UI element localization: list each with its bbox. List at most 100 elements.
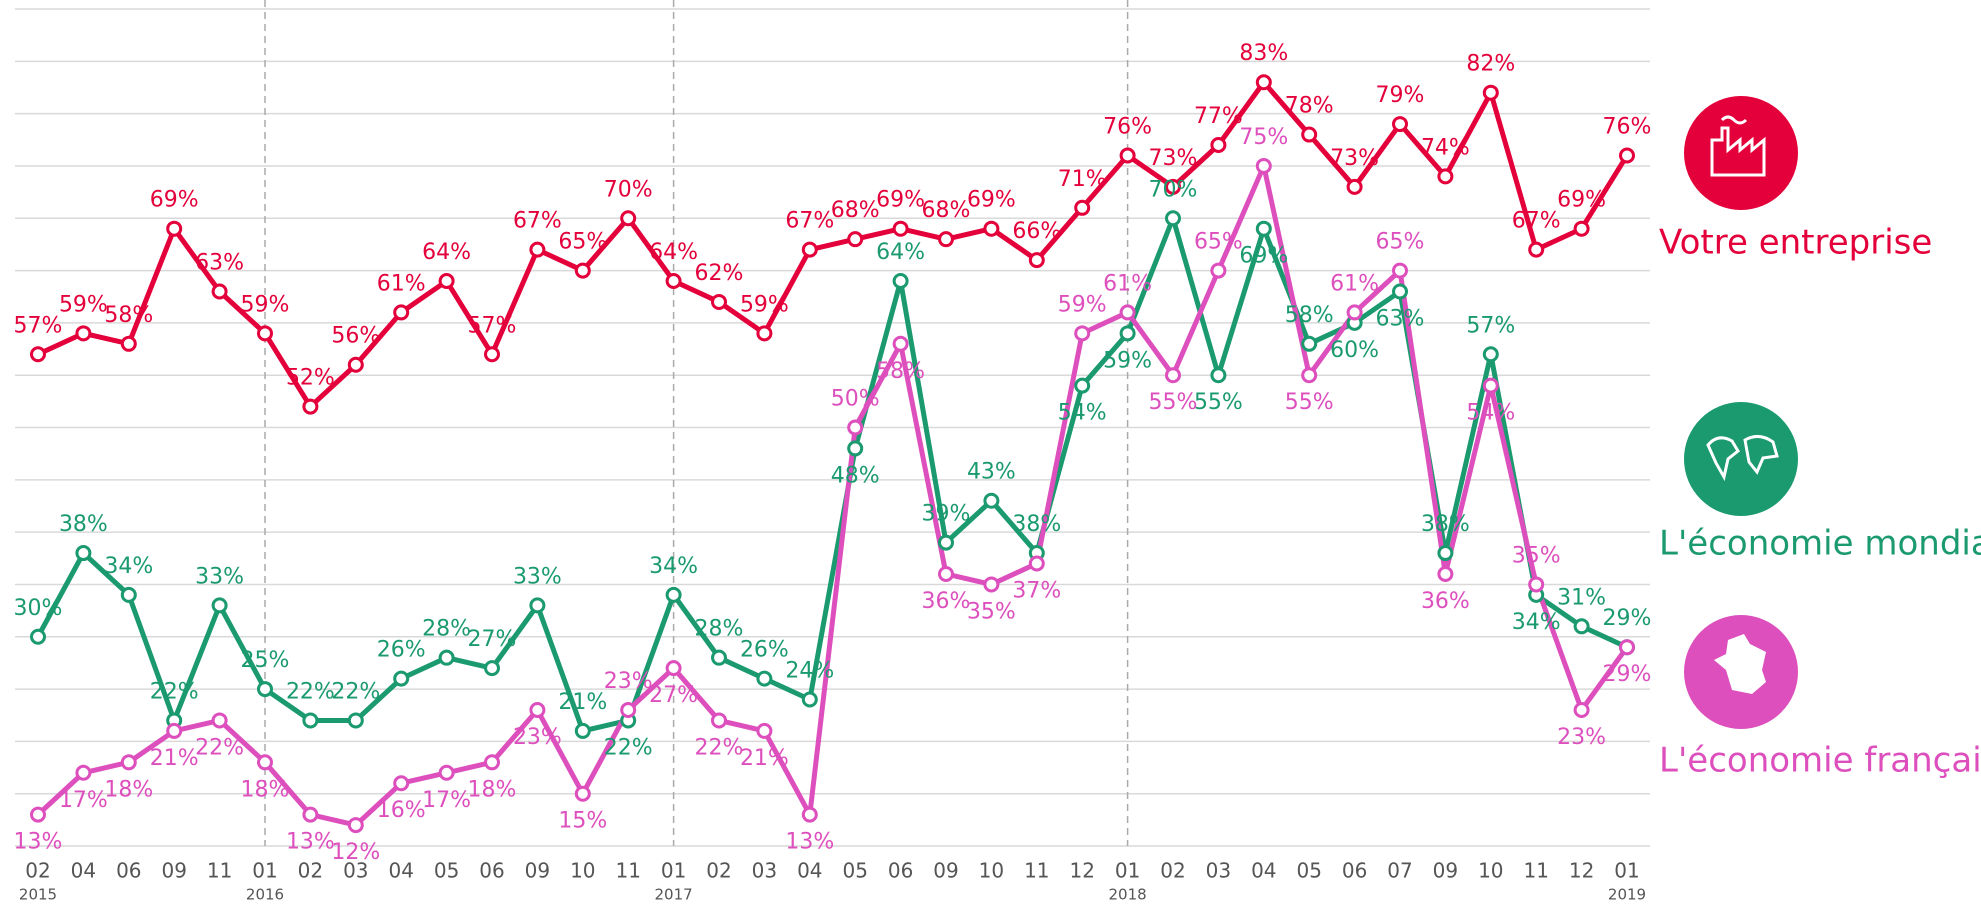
data-label: 21% (150, 746, 199, 771)
data-label: 69% (967, 188, 1016, 213)
data-label: 23% (1557, 725, 1606, 750)
point (347, 817, 364, 834)
data-label: 83% (1239, 41, 1288, 66)
data-label: 57% (1466, 313, 1515, 338)
legend-icon (1684, 402, 1798, 516)
data-label: 56% (331, 324, 380, 349)
data-label: 63% (1376, 306, 1425, 331)
x-tick-label: 03 (343, 859, 368, 883)
point (801, 806, 818, 823)
data-label: 33% (513, 564, 562, 589)
point (1346, 178, 1363, 195)
x-tick-label: 09 (161, 859, 186, 883)
point (574, 262, 591, 279)
x-tick-label: 05 (842, 859, 867, 883)
point (1210, 262, 1227, 279)
point (938, 565, 954, 582)
x-tick-label: 09 (1433, 859, 1458, 883)
point (529, 241, 546, 258)
point (484, 754, 500, 771)
data-label: 69% (1557, 188, 1606, 213)
data-label: 28% (695, 617, 744, 642)
point (574, 722, 591, 739)
x-tick-label: 10 (979, 859, 1004, 883)
point (529, 701, 546, 718)
data-label: 38% (1421, 512, 1470, 537)
point (756, 722, 773, 739)
data-label: 65% (558, 230, 607, 255)
point (1301, 367, 1318, 384)
legend-label: L'économie mondiale (1659, 524, 1981, 564)
data-label: 67% (513, 209, 562, 234)
point (302, 398, 319, 415)
point (574, 785, 591, 802)
legend-label: L'économie française (1659, 741, 1981, 781)
data-label: 60% (1330, 338, 1379, 363)
point (1028, 252, 1045, 269)
x-tick-label: 11 (207, 859, 232, 883)
point (75, 764, 92, 781)
point (847, 440, 864, 457)
data-label: 70% (1149, 177, 1198, 202)
data-label: 67% (785, 209, 834, 234)
point (1482, 84, 1499, 101)
data-label: 27% (649, 683, 698, 708)
data-label: 16% (377, 798, 426, 823)
x-tick-label: 06 (1342, 859, 1367, 883)
x-tick-label: 05 (434, 859, 459, 883)
data-label: 21% (558, 690, 607, 715)
data-label: 22% (286, 679, 335, 704)
point (438, 649, 455, 666)
data-label: 13% (14, 830, 63, 855)
data-label: 74% (1421, 135, 1470, 160)
point (30, 628, 46, 645)
data-label: 77% (1194, 104, 1243, 129)
point (892, 220, 909, 237)
x-tick-label: 04 (71, 859, 96, 883)
point (1074, 325, 1091, 342)
data-label: 18% (241, 777, 290, 802)
data-label: 57% (468, 313, 517, 338)
x-tick-label: 10 (1478, 859, 1503, 883)
data-label: 13% (286, 830, 335, 855)
data-label: 63% (195, 250, 244, 275)
data-label: 82% (1466, 52, 1515, 77)
data-label: 61% (1330, 271, 1379, 296)
point (1437, 168, 1454, 185)
point (438, 273, 455, 290)
data-label: 15% (558, 809, 607, 834)
data-label: 26% (377, 638, 426, 663)
data-label: 61% (377, 271, 426, 296)
x-tick-label: 12 (1069, 859, 1094, 883)
year-label: 2018 (1109, 886, 1147, 904)
point (665, 273, 682, 290)
point (302, 712, 319, 729)
point (1255, 74, 1272, 91)
point (1573, 701, 1590, 718)
point (1619, 639, 1635, 656)
point (1165, 210, 1181, 227)
x-tick-label: 01 (252, 859, 277, 883)
point (438, 764, 455, 781)
data-label: 22% (695, 735, 744, 760)
point (120, 335, 137, 352)
data-label: 69% (1239, 244, 1288, 269)
data-label: 29% (1603, 662, 1652, 687)
x-tick-label: 03 (752, 859, 777, 883)
point (1255, 220, 1272, 237)
data-label: 29% (1603, 606, 1652, 631)
data-label: 65% (1376, 230, 1425, 255)
data-label: 55% (1194, 390, 1243, 415)
data-label: 22% (331, 679, 380, 704)
point (120, 586, 137, 603)
point (1074, 199, 1091, 216)
point (1437, 545, 1454, 562)
data-label: 76% (1103, 114, 1152, 139)
point (1573, 220, 1590, 237)
data-label: 22% (604, 735, 653, 760)
point (1392, 116, 1408, 133)
point (1482, 346, 1499, 363)
legend-icon (1684, 96, 1798, 210)
year-label: 2017 (655, 886, 693, 904)
